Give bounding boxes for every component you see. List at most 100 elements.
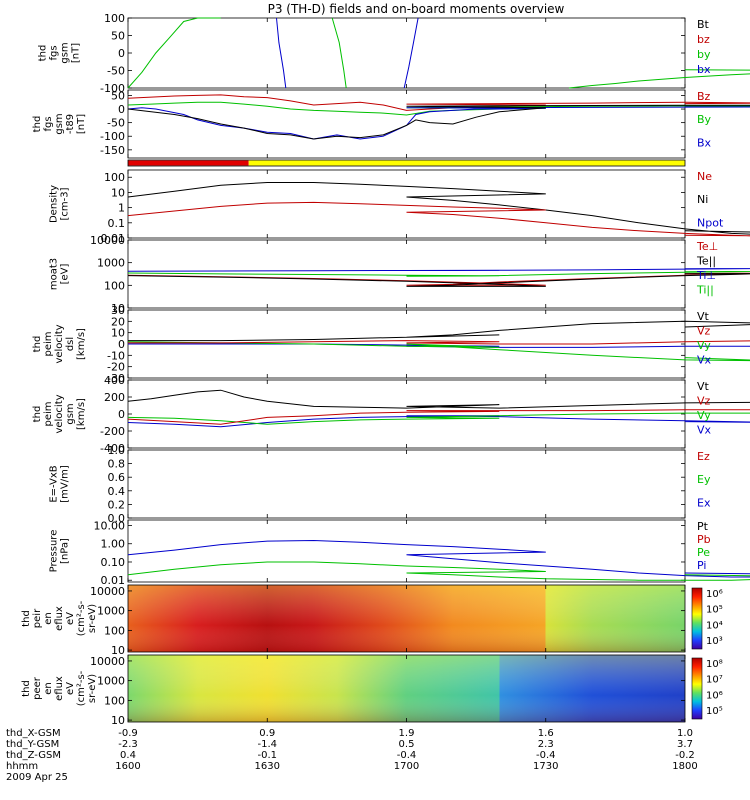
legend-label: Pi xyxy=(697,559,706,572)
y-axis-label: eflux xyxy=(54,606,65,631)
x-axis-value: 1630 xyxy=(255,761,280,772)
y-axis-label: eV xyxy=(65,612,76,625)
y-axis-label: thd xyxy=(32,406,43,423)
legend-label: Npot xyxy=(697,216,724,229)
y-axis-label: (cm²-s- xyxy=(76,600,87,636)
y-axis-label: dsl xyxy=(65,337,76,351)
legend-label: Ey xyxy=(697,473,711,486)
x-axis-value: -2.3 xyxy=(118,739,138,750)
x-axis-value: -0.4 xyxy=(536,750,556,761)
colorbar xyxy=(691,587,703,650)
y-tick-label: 50 xyxy=(111,30,125,43)
series-line-by xyxy=(127,17,221,89)
y-tick-label: 100 xyxy=(104,279,125,292)
colorbar xyxy=(691,657,703,720)
x-axis-value: 0.9 xyxy=(259,728,275,739)
y-tick-label: 0.4 xyxy=(108,485,126,498)
y-axis-label: peim xyxy=(43,401,54,426)
y-tick-label: 0 xyxy=(118,338,125,351)
y-axis-label: [nT] xyxy=(71,43,82,63)
series-line-Bz xyxy=(127,94,750,111)
panel-2 xyxy=(127,159,686,167)
series-line-Vt xyxy=(128,320,750,342)
series-line-Bx xyxy=(127,106,750,140)
x-axis-row-label: hhmm xyxy=(6,761,38,772)
colorbar-tick-label: 10⁵ xyxy=(706,706,723,717)
y-axis-label: [nT] xyxy=(76,114,87,134)
x-axis-value: -1.4 xyxy=(257,739,277,750)
y-tick-label: 0.01 xyxy=(101,232,126,245)
colorbar-tick-label: 10⁵ xyxy=(706,605,723,616)
x-axis-value: 1.0 xyxy=(677,728,693,739)
y-tick-label: 20 xyxy=(111,315,125,328)
y-tick-label: -10 xyxy=(107,349,125,362)
y-axis-label: moat3 xyxy=(49,258,60,290)
y-tick-label: 10000 xyxy=(90,585,125,598)
panel-10: 10⁸ 10⁷ 10⁶ 10⁵ 10000 1000 100 10 thd peer en eflux… xyxy=(21,654,723,727)
y-tick-label: 1000 xyxy=(97,605,125,618)
panel-1: 500-50-100-150 thd fgs gsm -t89 [nT] Bz By Bx xyxy=(32,89,750,159)
series-line-Vt xyxy=(127,389,750,409)
y-axis-label: E=-VxB xyxy=(49,465,60,502)
y-axis-label: gsm xyxy=(65,403,76,424)
y-axis-label: peim xyxy=(43,331,54,356)
colorbar-tick-label: 10⁶ xyxy=(706,690,723,701)
y-tick-label: -50 xyxy=(107,65,125,78)
y-tick-label: 10.00 xyxy=(94,519,126,532)
y-axis-label: fgs xyxy=(43,116,54,131)
y-axis-label: velocity xyxy=(54,324,65,363)
y-tick-label: 10000 xyxy=(90,234,125,247)
legend-label: Vz xyxy=(697,325,711,338)
y-tick-label: 1000 xyxy=(97,257,125,270)
y-axis-label: sr-eV) xyxy=(87,604,98,633)
spectrogram-shade xyxy=(128,655,685,722)
series-line-Te⊥ xyxy=(127,272,750,286)
y-tick-label: -50 xyxy=(107,117,125,130)
x-axis-value: 1.6 xyxy=(538,728,554,739)
y-axis-label: thd xyxy=(21,610,32,627)
y-axis-label: Density xyxy=(49,185,60,223)
series-line-bx xyxy=(276,17,287,89)
x-axis-value: 0.4 xyxy=(120,750,136,761)
y-axis-label: [eV] xyxy=(60,264,71,285)
series-line-Ni xyxy=(127,182,750,235)
y-tick-label: -200 xyxy=(100,425,125,438)
series-line-Ti|| xyxy=(127,270,750,277)
y-tick-label: 10 xyxy=(111,714,125,727)
y-tick-label: 0 xyxy=(118,47,125,60)
legend-label: bz xyxy=(697,33,710,46)
y-axis-label: [km/s] xyxy=(76,398,87,430)
legend-label: Ti⊥ xyxy=(696,269,716,282)
series-line-Pi xyxy=(127,539,750,578)
y-axis-label: thd xyxy=(32,336,43,353)
y-tick-label: 0.8 xyxy=(108,458,126,471)
x-axis-value: 1.9 xyxy=(399,728,415,739)
legend-label: by xyxy=(697,48,711,61)
y-axis-label: -t89 xyxy=(65,114,76,134)
x-axis-value: 1700 xyxy=(394,761,419,772)
colorbar-tick-label: 10⁷ xyxy=(706,675,723,686)
series-line-Vy xyxy=(127,412,750,425)
y-tick-label: -400 xyxy=(100,442,125,455)
series-line-Vy xyxy=(127,341,750,362)
legend-label: Vx xyxy=(697,354,712,367)
y-axis-label: thd xyxy=(32,116,43,133)
x-axis-value: 0.5 xyxy=(399,739,415,750)
x-axis-value: -0.9 xyxy=(118,728,138,739)
y-tick-label: 0.10 xyxy=(101,556,126,569)
legend-label: Vx xyxy=(697,424,712,437)
figure-title: P3 (TH-D) fields and on-board moments ov… xyxy=(268,2,565,16)
y-axis-label: en xyxy=(43,612,54,625)
mode-bar-segment xyxy=(248,160,685,166)
legend-label: Pe xyxy=(697,546,710,559)
y-axis-label: thd xyxy=(38,45,49,62)
panel-0: 100 50 0 -50 -100 thd fgs gsm [nT] Bt bz by bx xyxy=(38,12,750,95)
y-axis-label: peer xyxy=(32,676,43,700)
y-tick-label: 50 xyxy=(111,89,125,102)
y-tick-label: 10 xyxy=(111,327,125,340)
colorbar-tick-label: 10⁶ xyxy=(706,589,723,600)
legend-label: Te|| xyxy=(696,255,716,268)
y-tick-label: 100 xyxy=(104,694,125,707)
y-axis-label: eV xyxy=(65,682,76,695)
